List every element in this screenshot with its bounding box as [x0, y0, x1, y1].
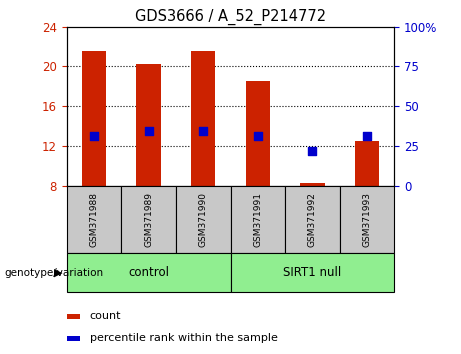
Text: GSM371990: GSM371990	[199, 192, 208, 247]
Text: GSM371991: GSM371991	[253, 192, 262, 247]
Text: GSM371989: GSM371989	[144, 192, 153, 247]
Point	[363, 133, 371, 139]
Text: genotype/variation: genotype/variation	[5, 268, 104, 278]
Bar	[67, 336, 80, 341]
Text: control: control	[128, 266, 169, 279]
Bar	[67, 314, 80, 319]
Text: SIRT1 null: SIRT1 null	[283, 266, 342, 279]
Bar	[230, 253, 394, 292]
Point	[309, 148, 316, 154]
Text: GSM371993: GSM371993	[362, 192, 372, 247]
Bar	[246, 81, 270, 186]
Bar	[285, 186, 340, 253]
Point	[90, 133, 98, 139]
Title: GDS3666 / A_52_P214772: GDS3666 / A_52_P214772	[135, 9, 326, 25]
Point	[145, 128, 152, 134]
Bar	[176, 186, 230, 253]
Text: count: count	[90, 312, 121, 321]
Bar	[121, 186, 176, 253]
Point	[254, 133, 261, 139]
Bar	[230, 186, 285, 253]
Bar	[191, 51, 215, 186]
Text: percentile rank within the sample: percentile rank within the sample	[90, 333, 278, 343]
Text: GSM371992: GSM371992	[308, 192, 317, 247]
Bar	[355, 141, 379, 186]
Bar	[67, 186, 121, 253]
Bar	[82, 51, 106, 186]
Text: GSM371988: GSM371988	[89, 192, 99, 247]
Point	[200, 128, 207, 134]
Text: ▶: ▶	[54, 268, 62, 278]
Bar	[340, 186, 394, 253]
Bar	[67, 253, 230, 292]
Bar	[300, 183, 325, 186]
Bar	[136, 64, 161, 186]
